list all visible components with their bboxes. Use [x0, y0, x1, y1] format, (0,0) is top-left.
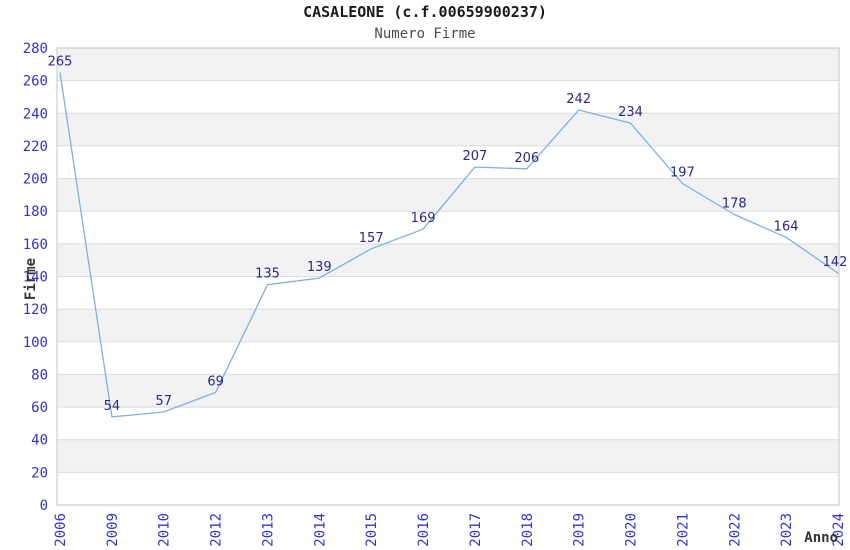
x-tick-label: 2016	[416, 513, 432, 547]
plot-band	[57, 276, 839, 310]
data-label: 69	[207, 374, 224, 389]
data-label: 178	[722, 197, 747, 212]
y-tick-label: 260	[23, 74, 48, 90]
x-tick-label: 2020	[624, 513, 640, 547]
x-tick-label: 2009	[105, 513, 121, 547]
data-label: 169	[411, 211, 436, 226]
x-tick-label: 2014	[312, 513, 328, 547]
x-tick-label: 2022	[727, 513, 743, 547]
x-tick-label: 2013	[261, 513, 277, 547]
plot-band	[57, 211, 839, 244]
plot-border	[56, 47, 840, 506]
data-label: 265	[48, 55, 73, 70]
x-tick-label: 2012	[209, 513, 225, 547]
chart-title: CASALEONE (c.f.00659900237)	[303, 3, 547, 21]
data-label: 206	[514, 151, 539, 166]
data-label: 142	[823, 255, 848, 270]
data-label: 54	[104, 399, 121, 414]
data-label: 57	[155, 394, 172, 409]
data-label: 164	[774, 219, 799, 234]
plot-band	[57, 374, 839, 408]
data-label: 234	[618, 105, 643, 120]
data-label: 197	[670, 166, 695, 181]
data-label: 135	[255, 267, 280, 282]
y-tick-label: 40	[31, 433, 48, 449]
x-tick-label: 2017	[468, 513, 484, 547]
x-tick-label: 2023	[779, 513, 795, 547]
plot-band	[57, 178, 839, 212]
x-axis-title: Anno	[804, 530, 838, 546]
x-tick-label: 2021	[675, 513, 691, 547]
data-label: 207	[462, 149, 487, 164]
data-label: 242	[566, 92, 591, 107]
x-tick-label: 2015	[364, 513, 380, 547]
plot-band	[57, 243, 839, 277]
plot-band	[57, 309, 839, 342]
plot-band	[57, 145, 839, 179]
y-tick-label: 240	[23, 106, 48, 122]
x-tick-label: 2018	[520, 513, 536, 547]
plot-band	[57, 80, 839, 114]
plot-band	[57, 472, 839, 505]
y-tick-label: 280	[23, 41, 48, 57]
y-tick-label: 180	[23, 204, 48, 220]
plot-band	[57, 439, 839, 473]
y-tick-label: 200	[23, 172, 48, 188]
plot-band	[57, 113, 839, 146]
y-axis-title: Firme	[23, 258, 39, 300]
y-tick-label: 140	[23, 270, 48, 286]
plot-band	[57, 407, 839, 440]
plot-band	[57, 341, 839, 375]
y-tick-label: 160	[23, 237, 48, 253]
y-tick-label: 60	[31, 400, 48, 416]
x-tick-label: 2006	[53, 513, 69, 547]
y-tick-label: 20	[31, 465, 48, 481]
y-tick-label: 0	[40, 498, 48, 514]
data-label: 139	[307, 260, 332, 275]
plot-band	[57, 48, 839, 81]
y-tick-label: 220	[23, 139, 48, 155]
data-label: 157	[359, 231, 384, 246]
x-tick-label: 2024	[831, 513, 847, 547]
x-tick-label: 2019	[572, 513, 588, 547]
x-tick-label: 2010	[157, 513, 173, 547]
y-tick-label: 80	[31, 367, 48, 383]
y-tick-label: 100	[23, 335, 48, 351]
y-tick-label: 120	[23, 302, 48, 318]
chart-subtitle: Numero Firme	[374, 26, 476, 42]
series-line	[59, 72, 839, 418]
